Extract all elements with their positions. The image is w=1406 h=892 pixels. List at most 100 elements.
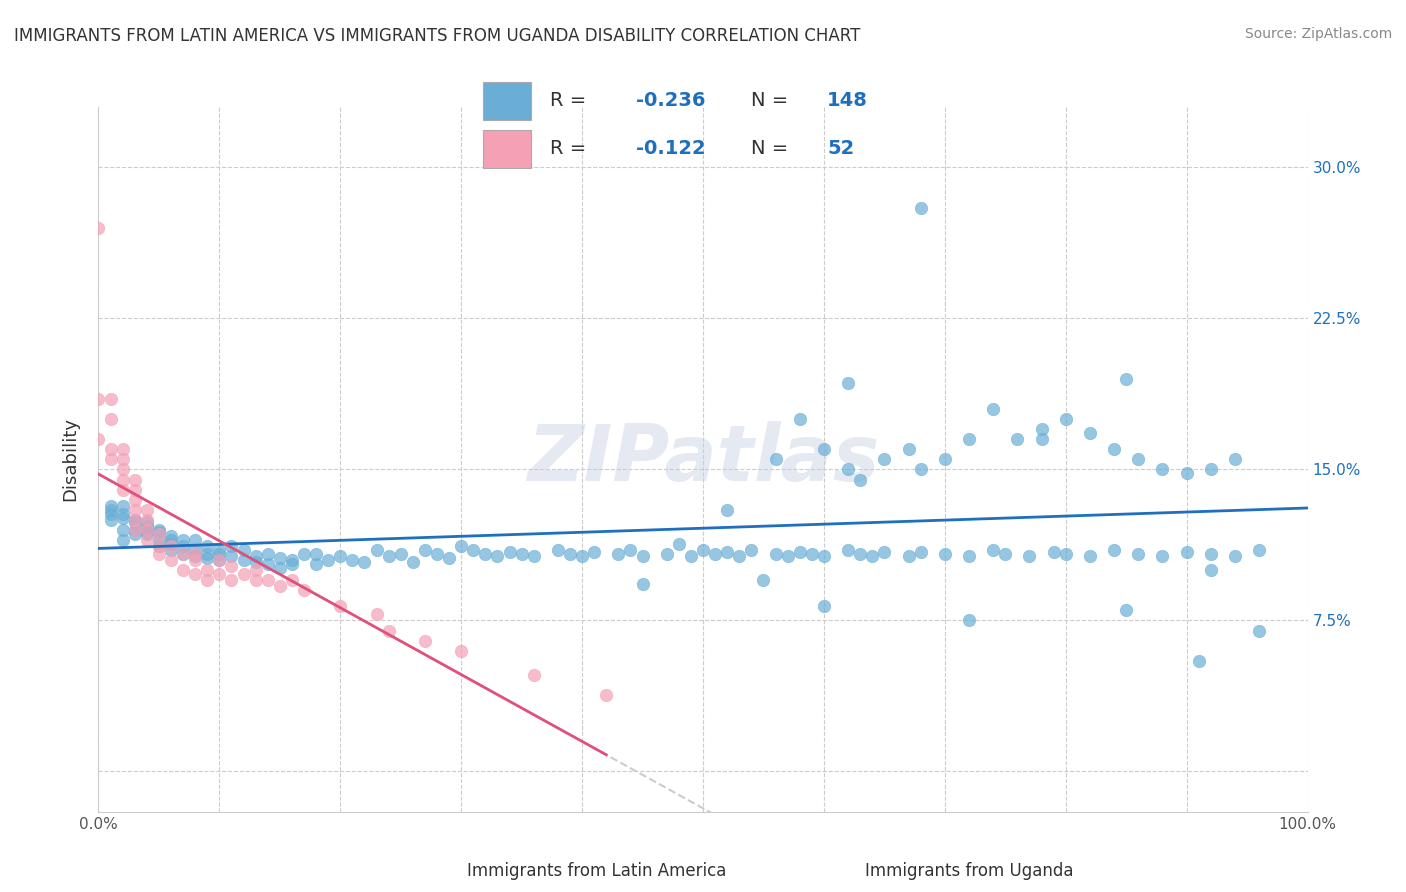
Point <box>1223 452 1246 467</box>
Point <box>413 633 436 648</box>
Point <box>208 567 231 582</box>
Point <box>813 599 835 614</box>
Point <box>450 539 472 553</box>
Text: N =: N = <box>751 139 794 158</box>
Point <box>148 547 170 561</box>
Point <box>148 523 170 537</box>
Point <box>342 553 364 567</box>
Point <box>111 442 134 457</box>
Point <box>111 507 134 521</box>
Point <box>135 515 157 529</box>
Text: R =: R = <box>550 139 592 158</box>
Point <box>172 547 194 561</box>
Point <box>837 462 859 476</box>
Point <box>1223 549 1246 563</box>
Point <box>269 579 291 593</box>
Point <box>789 412 811 426</box>
Point <box>100 442 122 457</box>
Point <box>813 442 835 457</box>
Point <box>256 547 278 561</box>
Point <box>1128 547 1150 561</box>
Point <box>100 392 122 406</box>
Point <box>208 547 231 561</box>
Point <box>100 499 122 513</box>
FancyBboxPatch shape <box>484 82 531 120</box>
Point <box>111 462 134 476</box>
Point <box>873 452 896 467</box>
Point <box>595 688 617 702</box>
Point <box>172 547 194 561</box>
Point <box>281 553 304 567</box>
Point <box>1042 545 1064 559</box>
Text: 148: 148 <box>827 91 868 110</box>
Point <box>463 543 485 558</box>
Point <box>184 567 207 582</box>
Point <box>523 549 546 563</box>
Point <box>124 473 146 487</box>
Point <box>1031 422 1053 436</box>
Point <box>837 376 859 390</box>
Point <box>245 573 267 587</box>
Point <box>195 573 218 587</box>
Point <box>860 549 883 563</box>
Point <box>413 543 436 558</box>
Point <box>124 513 146 527</box>
Point <box>305 547 328 561</box>
Point <box>377 549 399 563</box>
Point <box>281 573 304 587</box>
Point <box>124 523 146 537</box>
Point <box>135 513 157 527</box>
Point <box>281 557 304 571</box>
Point <box>1199 563 1222 577</box>
Point <box>269 551 291 566</box>
Point <box>1175 467 1198 481</box>
Point <box>221 559 243 574</box>
Point <box>160 543 183 558</box>
Point <box>221 573 243 587</box>
Point <box>87 432 110 446</box>
Point <box>135 524 157 539</box>
Point <box>208 553 231 567</box>
Point <box>195 539 218 553</box>
Point <box>245 549 267 563</box>
Point <box>160 553 183 567</box>
Point <box>232 553 254 567</box>
Point <box>100 452 122 467</box>
Point <box>679 549 702 563</box>
Point <box>474 547 496 561</box>
Point <box>837 543 859 558</box>
Point <box>1102 442 1125 457</box>
Point <box>100 513 122 527</box>
Point <box>184 553 207 567</box>
Point <box>172 533 194 547</box>
Point <box>523 668 546 682</box>
Point <box>1152 549 1174 563</box>
Point <box>124 483 146 497</box>
Point <box>486 549 509 563</box>
Point <box>934 547 956 561</box>
Point <box>111 473 134 487</box>
Text: N =: N = <box>751 91 794 110</box>
Point <box>135 533 157 547</box>
Text: Immigrants from Latin America: Immigrants from Latin America <box>467 863 725 880</box>
Point <box>184 543 207 558</box>
Point <box>437 551 460 566</box>
Point <box>148 539 170 553</box>
Point <box>1007 432 1029 446</box>
Point <box>1249 624 1271 638</box>
Point <box>195 563 218 577</box>
Point <box>1115 372 1137 386</box>
Point <box>910 545 932 559</box>
Point <box>1054 412 1077 426</box>
Point <box>1128 452 1150 467</box>
Point <box>849 473 872 487</box>
Point <box>184 549 207 563</box>
Point <box>269 561 291 575</box>
Point <box>160 529 183 543</box>
Point <box>292 583 315 598</box>
Point <box>450 643 472 657</box>
Point <box>111 533 134 547</box>
Point <box>195 551 218 566</box>
Point <box>124 515 146 529</box>
Point <box>135 523 157 537</box>
